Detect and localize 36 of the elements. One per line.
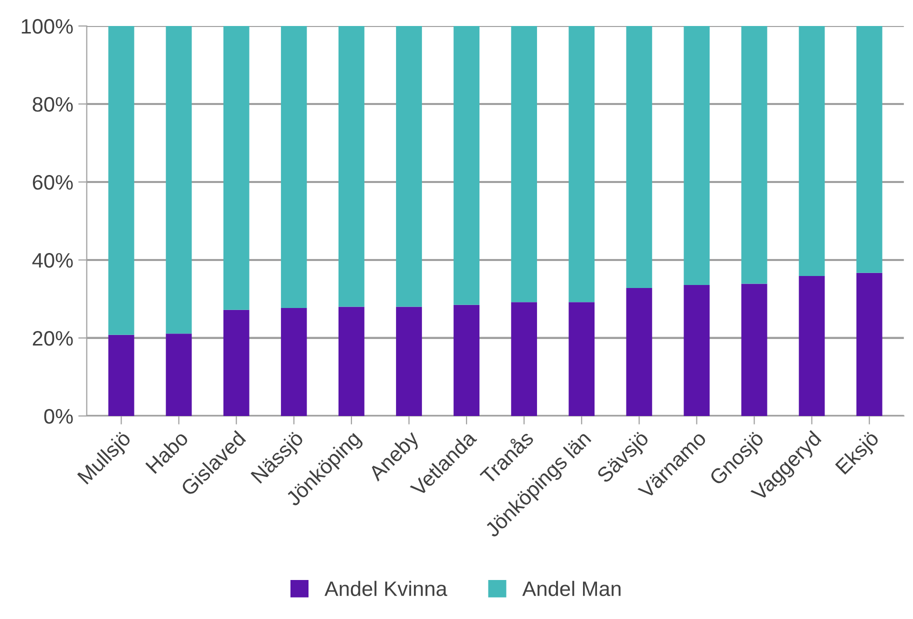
bar (280, 308, 307, 416)
bar (798, 26, 825, 276)
bar (166, 26, 192, 334)
bar (108, 26, 134, 335)
y-tick-label: 80% (32, 96, 73, 112)
bar (396, 26, 422, 307)
y-tick-label: 40% (32, 252, 73, 268)
bar (280, 26, 307, 308)
bar (338, 26, 364, 307)
y-tick-label: 20% (32, 330, 73, 346)
legend-label: Andel Man (522, 580, 620, 596)
bar (798, 276, 825, 416)
bar (511, 302, 538, 416)
legend-label: Andel Kvinna (324, 580, 448, 596)
bar (454, 26, 480, 305)
bar (626, 288, 652, 416)
y-tick-label: 60% (32, 174, 73, 190)
y-tick-label: 100% (22, 19, 73, 34)
bar (741, 26, 768, 284)
bar (223, 26, 250, 310)
bar (856, 272, 882, 416)
bar (568, 26, 595, 302)
bar (568, 302, 595, 416)
bar (684, 284, 710, 416)
bar (684, 26, 710, 285)
bar (223, 310, 250, 416)
bar (108, 334, 134, 416)
bar (166, 334, 192, 416)
bar (396, 306, 422, 416)
bar (454, 304, 480, 416)
bar (338, 306, 364, 416)
bar (626, 26, 652, 288)
bar (856, 26, 882, 273)
bar (511, 26, 538, 302)
bar (741, 284, 768, 416)
y-tick-label: 0% (44, 408, 73, 424)
